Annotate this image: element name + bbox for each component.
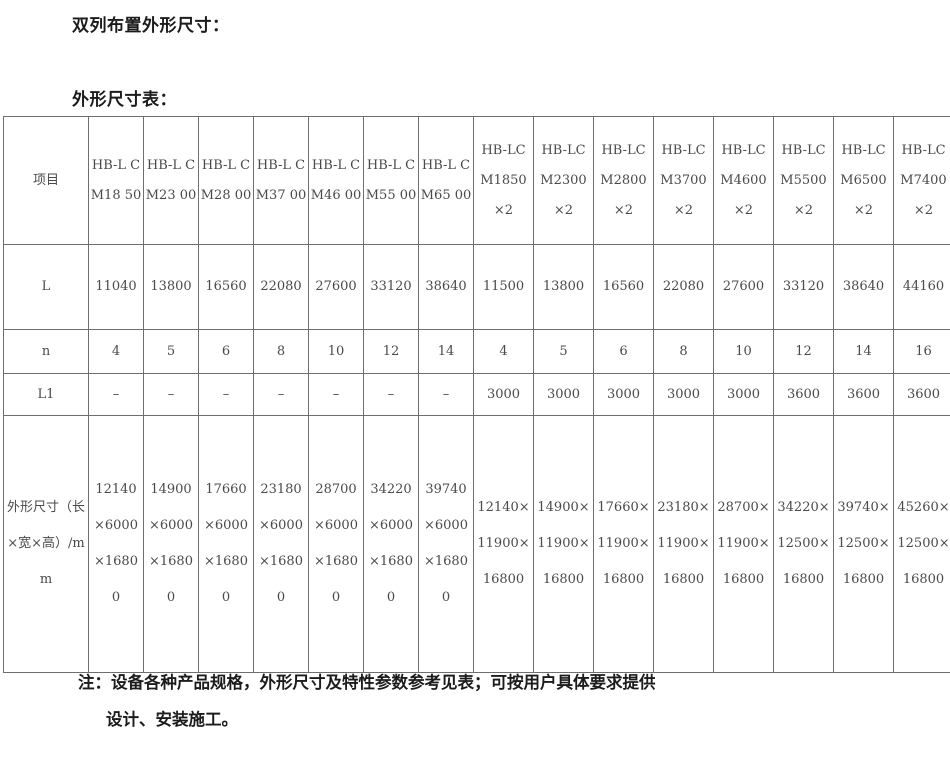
cell-n: 4 <box>88 329 144 374</box>
cell-dimensions: 23180×6000×16800 <box>253 415 309 673</box>
cell-l1: – <box>253 373 309 416</box>
table-row: L1 – – – – – – – 3000 3000 3000 3000 300… <box>3 373 950 416</box>
row-label-n: n <box>3 329 89 374</box>
cell-l: 22080 <box>253 244 309 330</box>
note-line-2: 设计、安装施工。 <box>106 710 238 729</box>
cell-l1: 3000 <box>533 373 594 416</box>
cell-dimensions: 39740×6000×16800 <box>418 415 474 673</box>
cell-l1: 3600 <box>773 373 834 416</box>
note-line-1: 注：设备各种产品规格，外形尺寸及特性参数参考见表；可按用户具体要求提供 <box>78 673 656 692</box>
header-cell-model: HB-L CM37 00 <box>253 116 309 245</box>
header-cell-model: HB-LC M2300 ×2 <box>533 116 594 245</box>
header-cell-model: HB-L CM18 50 <box>88 116 144 245</box>
row-label-l1: L1 <box>3 373 89 416</box>
cell-l1: – <box>198 373 254 416</box>
cell-l1: – <box>88 373 144 416</box>
cell-l: 16560 <box>593 244 654 330</box>
header-cell-model: HB-LC M3700 ×2 <box>653 116 714 245</box>
cell-l: 33120 <box>363 244 419 330</box>
row-label-dimensions: 外形尺寸（长×宽×高）/mm <box>3 415 89 673</box>
cell-l1: 3600 <box>893 373 950 416</box>
cell-n: 12 <box>773 329 834 374</box>
cell-n: 14 <box>833 329 894 374</box>
header-cell-model: HB-LC M5500 ×2 <box>773 116 834 245</box>
cell-dimensions: 12140×6000×16800 <box>88 415 144 673</box>
cell-l: 11040 <box>88 244 144 330</box>
cell-l: 11500 <box>473 244 534 330</box>
cell-dimensions: 28700×6000×16800 <box>308 415 364 673</box>
cell-dimensions: 12140×11900×16800 <box>473 415 534 673</box>
cell-l: 16560 <box>198 244 254 330</box>
cell-dimensions: 34220×6000×16800 <box>363 415 419 673</box>
section-title: 双列布置外形尺寸： <box>72 16 230 36</box>
cell-n: 4 <box>473 329 534 374</box>
cell-l1: 3000 <box>593 373 654 416</box>
header-cell-model: HB-LC M6500 ×2 <box>833 116 894 245</box>
table-note: 注：设备各种产品规格，外形尺寸及特性参数参考见表；可按用户具体要求提供 设计、安… <box>78 664 928 738</box>
cell-n: 8 <box>253 329 309 374</box>
header-cell-model: HB-LC M4600 ×2 <box>713 116 774 245</box>
cell-l1: 3000 <box>713 373 774 416</box>
cell-l: 27600 <box>713 244 774 330</box>
cell-n: 10 <box>308 329 364 374</box>
header-cell-model: HB-L CM28 00 <box>198 116 254 245</box>
cell-l: 38640 <box>833 244 894 330</box>
cell-l1: 3600 <box>833 373 894 416</box>
table-header-row: 项目 HB-L CM18 50 HB-L CM23 00 HB-L CM28 0… <box>3 116 950 245</box>
cell-n: 6 <box>593 329 654 374</box>
cell-n: 6 <box>198 329 254 374</box>
header-cell-model: HB-L CM65 00 <box>418 116 474 245</box>
row-label-l: L <box>3 244 89 330</box>
dimensions-table: 项目 HB-L CM18 50 HB-L CM23 00 HB-L CM28 0… <box>3 116 950 673</box>
cell-l1: – <box>418 373 474 416</box>
cell-n: 5 <box>143 329 199 374</box>
cell-l: 13800 <box>533 244 594 330</box>
table-row: 外形尺寸（长×宽×高）/mm 12140×6000×16800 14900×60… <box>3 415 950 673</box>
cell-l: 22080 <box>653 244 714 330</box>
cell-n: 5 <box>533 329 594 374</box>
header-cell-item: 项目 <box>3 116 89 245</box>
cell-l: 38640 <box>418 244 474 330</box>
cell-l: 33120 <box>773 244 834 330</box>
cell-n: 10 <box>713 329 774 374</box>
header-cell-model: HB-L CM23 00 <box>143 116 199 245</box>
cell-l: 27600 <box>308 244 364 330</box>
cell-l1: 3000 <box>473 373 534 416</box>
header-cell-model: HB-L CM55 00 <box>363 116 419 245</box>
header-cell-model: HB-L CM46 00 <box>308 116 364 245</box>
table-row: n 4 5 6 8 10 12 14 4 5 6 8 10 12 14 16 <box>3 329 950 374</box>
header-cell-model: HB-LC M7400 ×2 <box>893 116 950 245</box>
cell-n: 8 <box>653 329 714 374</box>
cell-dimensions: 14900×6000×16800 <box>143 415 199 673</box>
cell-l1: – <box>143 373 199 416</box>
cell-dimensions: 45260×12500×16800 <box>893 415 950 673</box>
cell-dimensions: 17660×6000×16800 <box>198 415 254 673</box>
cell-l1: – <box>308 373 364 416</box>
header-cell-model: HB-LC M2800 ×2 <box>593 116 654 245</box>
cell-l1: – <box>363 373 419 416</box>
cell-dimensions: 23180×11900×16800 <box>653 415 714 673</box>
cell-n: 16 <box>893 329 950 374</box>
cell-dimensions: 34220×12500×16800 <box>773 415 834 673</box>
cell-dimensions: 28700×11900×16800 <box>713 415 774 673</box>
cell-dimensions: 17660×11900×16800 <box>593 415 654 673</box>
header-cell-model: HB-LC M1850 ×2 <box>473 116 534 245</box>
table-title: 外形尺寸表： <box>72 90 177 110</box>
cell-dimensions: 39740×12500×16800 <box>833 415 894 673</box>
cell-dimensions: 14900×11900×16800 <box>533 415 594 673</box>
cell-n: 14 <box>418 329 474 374</box>
table-row: L 11040 13800 16560 22080 27600 33120 38… <box>3 244 950 330</box>
cell-n: 12 <box>363 329 419 374</box>
cell-l: 44160 <box>893 244 950 330</box>
cell-l1: 3000 <box>653 373 714 416</box>
cell-l: 13800 <box>143 244 199 330</box>
